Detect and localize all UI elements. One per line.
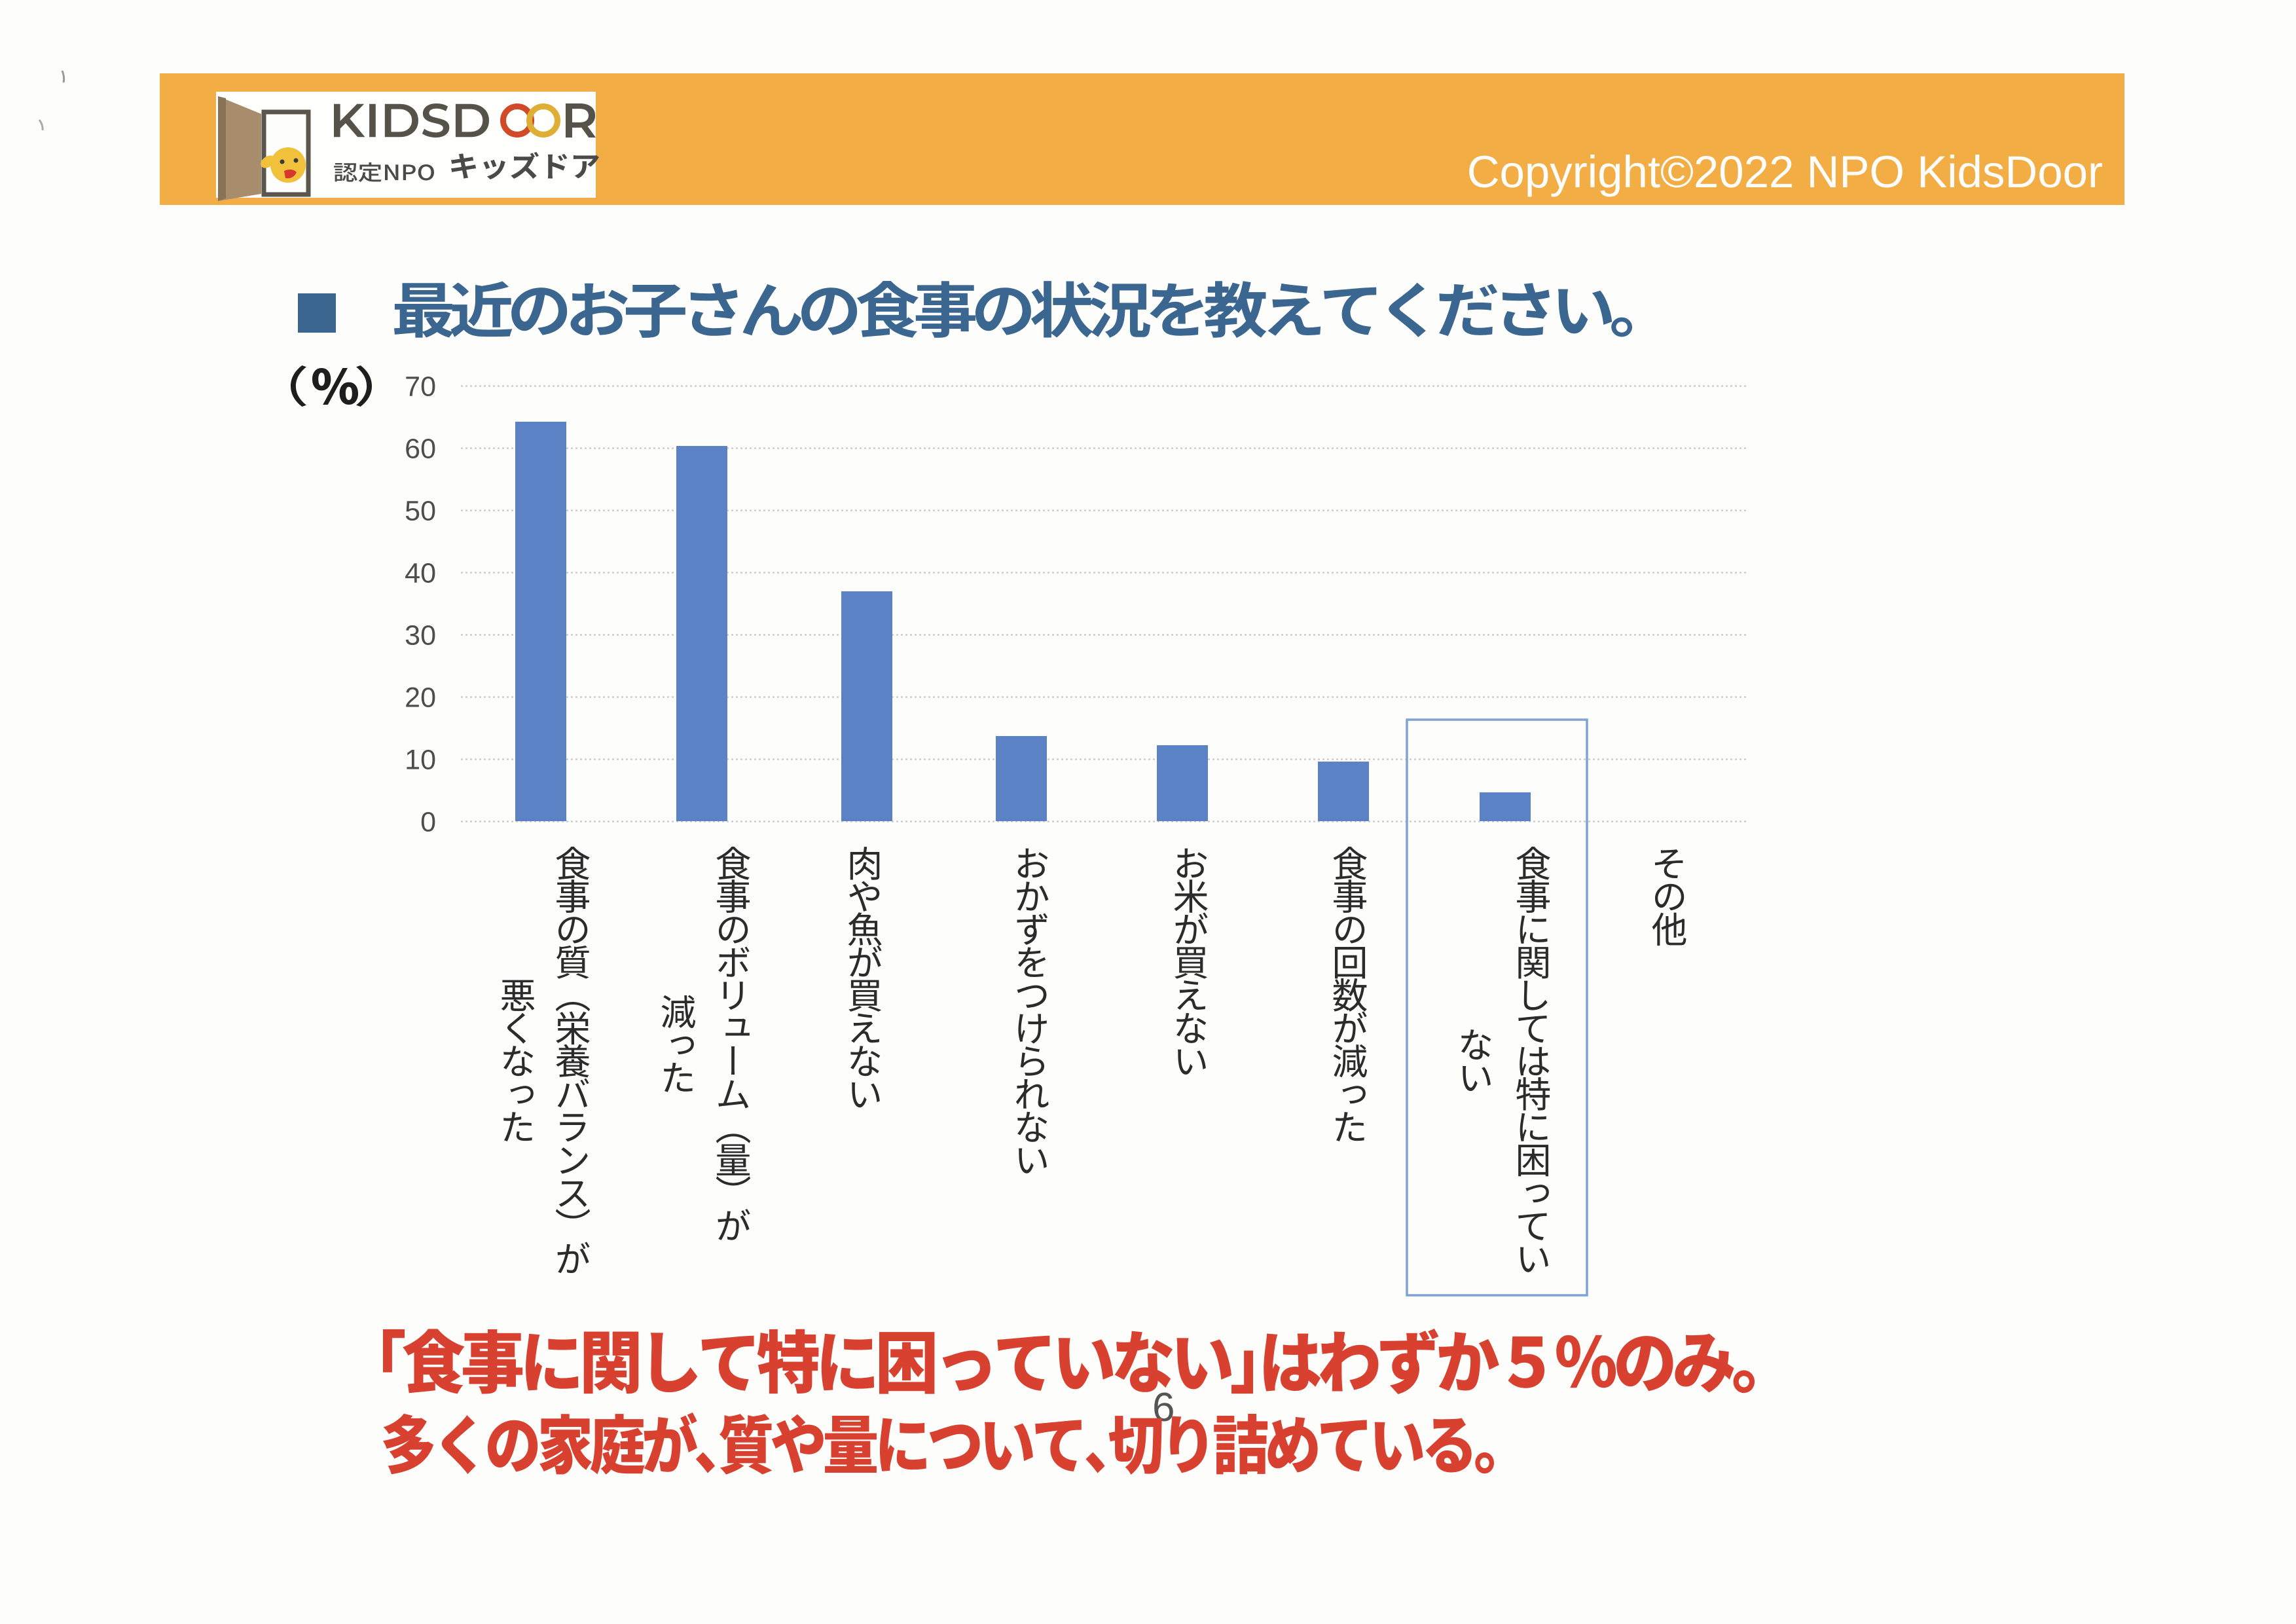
svg-text:70: 70 [405, 371, 436, 403]
svg-text:50: 50 [405, 496, 436, 527]
svg-text:0: 0 [420, 807, 436, 838]
svg-text:20: 20 [405, 682, 436, 714]
svg-text:10: 10 [405, 745, 436, 776]
svg-text:40: 40 [405, 558, 436, 589]
svg-text:60: 60 [405, 434, 436, 465]
svg-text:Copyright©2022 NPO KidsDoor: Copyright©2022 NPO KidsDoor [1467, 147, 2103, 197]
svg-text:30: 30 [405, 620, 436, 652]
